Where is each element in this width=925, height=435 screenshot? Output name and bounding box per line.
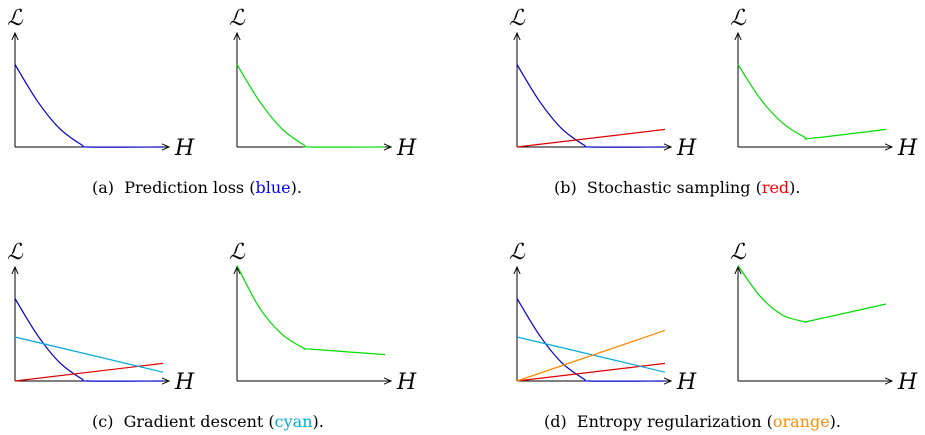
caption-a-prefix: (a) Prediction loss ( [92,178,255,197]
panel-d-left: ℒH [509,240,697,395]
series-blue-line [15,65,163,148]
panel-a-right: ℒH [229,6,417,161]
caption-d-suffix: ). [830,412,841,431]
series-green-line [738,65,886,140]
caption-c-prefix: (c) Gradient descent ( [92,412,275,431]
series-red-line [517,129,665,147]
series-green-line [237,266,385,355]
y-axis-label: ℒ [229,6,246,31]
caption-d-prefix: (d) Entropy regularization ( [544,412,773,431]
series-blue-line [517,299,665,382]
series-blue-line [517,65,665,148]
y-axis-label: ℒ [509,6,526,31]
series-cyan-line [517,337,665,372]
caption-b-suffix: ). [789,178,800,197]
caption-c-suffix: ). [313,412,324,431]
caption-b: (b) Stochastic sampling (red). [554,178,801,197]
series-green-line [738,266,886,323]
y-axis-label: ℒ [229,240,246,265]
panel-b-right: ℒH [730,6,918,161]
x-axis-label: H [676,370,697,395]
panel-a-left: ℒH [7,6,195,161]
caption-c-color-word: cyan [275,412,313,431]
caption-c: (c) Gradient descent (cyan). [92,412,324,431]
panel-d-right: ℒH [730,240,918,395]
y-axis-label: ℒ [730,6,747,31]
x-axis-label: H [396,136,417,161]
panel-c-left: ℒH [7,240,195,395]
caption-d-color-word: orange [773,412,830,431]
panel-b-left: ℒH [509,6,697,161]
caption-a: (a) Prediction loss (blue). [92,178,302,197]
x-axis-label: H [174,370,195,395]
series-orange-line [517,330,665,381]
caption-d: (d) Entropy regularization (orange). [544,412,841,431]
y-axis-label: ℒ [509,240,526,265]
y-axis-label: ℒ [730,240,747,265]
y-axis-label: ℒ [7,6,24,31]
series-red-line [517,363,665,381]
caption-a-color-word: blue [255,178,290,197]
y-axis-label: ℒ [7,240,24,265]
caption-b-prefix: (b) Stochastic sampling ( [554,178,762,197]
series-green-line [237,65,385,148]
x-axis-label: H [897,370,918,395]
caption-b-color-word: red [762,178,789,197]
panel-c-right: ℒH [229,240,417,395]
x-axis-label: H [396,370,417,395]
series-cyan-line [15,337,163,372]
x-axis-label: H [174,136,195,161]
x-axis-label: H [676,136,697,161]
series-blue-line [15,299,163,382]
caption-a-suffix: ). [291,178,302,197]
x-axis-label: H [897,136,918,161]
series-red-line [15,363,163,381]
